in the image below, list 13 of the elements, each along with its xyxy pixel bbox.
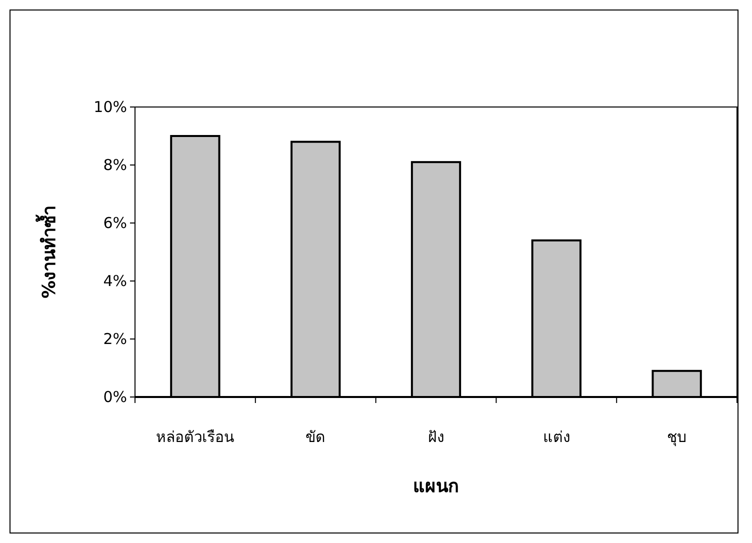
y-tick-label: 6% (103, 214, 127, 232)
x-tick-label: แต่ง (542, 428, 570, 446)
y-tick-label: 0% (103, 388, 127, 406)
x-axis-title: แผนก (413, 476, 459, 497)
x-tick-label: ชุบ (666, 428, 687, 447)
y-tick-label: 8% (103, 156, 127, 174)
x-tick-label: ขัด (306, 428, 326, 446)
y-axis-title: %งานทำซ้ำ (35, 205, 60, 299)
x-tick-label: หล่อตัวเรือน (156, 428, 234, 446)
x-tick-label: ฝัง (428, 428, 444, 446)
y-tick-label: 10% (94, 98, 127, 116)
y-tick-label: 4% (103, 272, 127, 290)
y-tick-label: 2% (103, 330, 127, 348)
